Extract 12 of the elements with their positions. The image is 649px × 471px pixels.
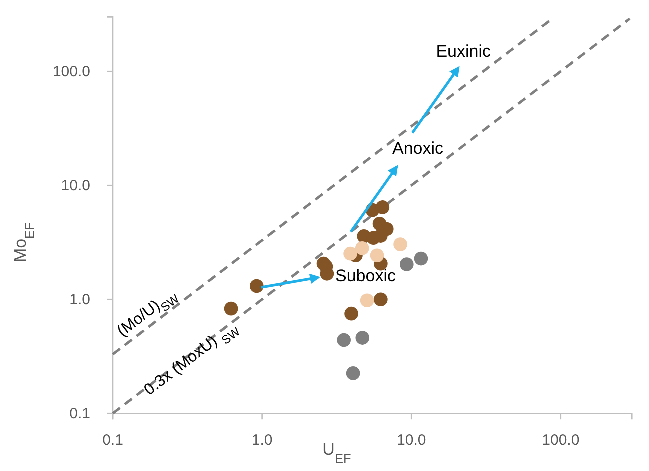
annotation: Euxinic	[436, 42, 492, 62]
x-tick-label: 10.0	[397, 432, 426, 450]
y-tick-label: 10.0	[61, 177, 90, 194]
annotation: Suboxic	[336, 267, 396, 286]
x-tick-label: 1.0	[252, 432, 273, 450]
annotation: Anoxic	[392, 139, 444, 158]
x-axis-title: U$_{EF}$	[322, 440, 352, 466]
y-tick-label: 100.0	[52, 63, 90, 80]
x-tick-label: 0.1	[102, 432, 124, 450]
y-tick-label: 1.0	[70, 291, 90, 308]
x-tick-label: 100.0	[542, 432, 580, 450]
y-tick-label: 0.1	[70, 405, 90, 422]
